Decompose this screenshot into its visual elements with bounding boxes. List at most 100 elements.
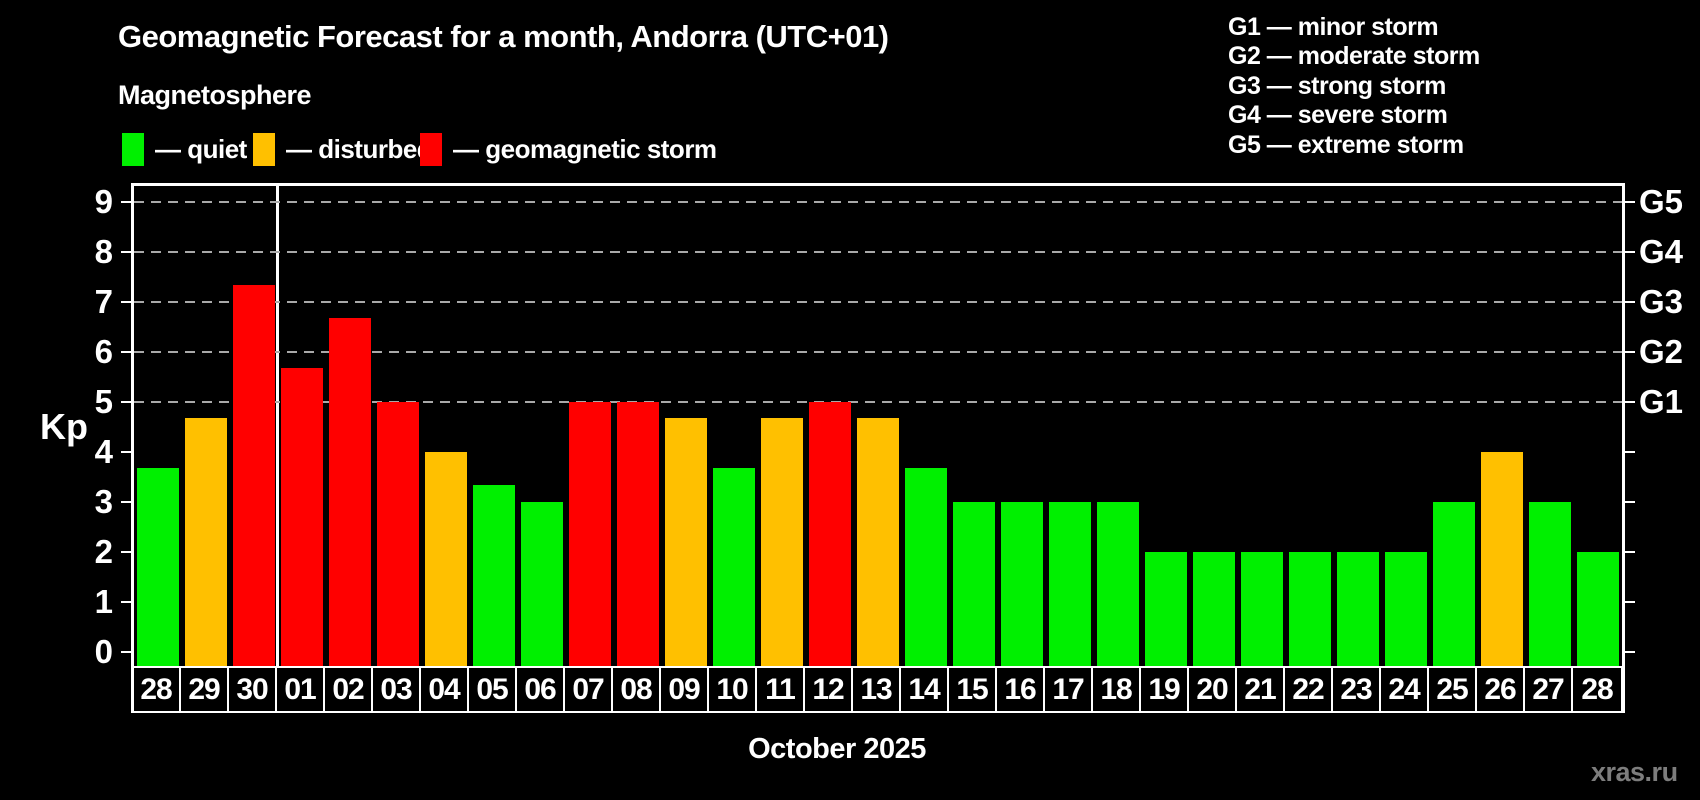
y-tick-right xyxy=(1625,250,1635,253)
legend-item-disturbed: — disturbed xyxy=(253,131,433,167)
x-axis-title: October 2025 xyxy=(748,733,926,765)
y-tick-right xyxy=(1625,400,1635,403)
grid-line-kp5 xyxy=(134,400,1622,403)
y-tick-left xyxy=(121,250,131,253)
day-label-box: 30 xyxy=(229,668,277,711)
legend-item-label: — quiet xyxy=(155,133,247,164)
kp-bar-day-14 xyxy=(905,468,947,668)
chart-subtitle: Magnetosphere xyxy=(118,80,312,110)
day-label-box: 26 xyxy=(1477,668,1525,711)
day-label-box: 07 xyxy=(565,668,613,711)
kp-bar-day-28 xyxy=(137,468,179,668)
plot-area xyxy=(134,186,1622,668)
day-label-box: 19 xyxy=(1141,668,1189,711)
kp-bar-day-29 xyxy=(185,418,227,668)
y-tick-right xyxy=(1625,200,1635,203)
plot-frame-top xyxy=(131,183,1625,186)
day-label-box: 20 xyxy=(1189,668,1237,711)
day-label-box: 09 xyxy=(661,668,709,711)
kp-bar-day-27 xyxy=(1529,501,1571,668)
kp-bar-day-12 xyxy=(809,401,851,668)
page-title: Geomagnetic Forecast for a month, Andorr… xyxy=(118,19,889,54)
g-scale-legend: G1 — minor storm G2 — moderate storm G3 — … xyxy=(1228,13,1480,160)
y-tick-right xyxy=(1625,600,1635,603)
day-label-box: 28 xyxy=(1581,673,1613,706)
y-axis-title: Kp xyxy=(40,406,88,447)
kp-bar-day-16 xyxy=(1001,501,1043,668)
y-tick-left xyxy=(121,450,131,453)
y-axis-line xyxy=(131,183,134,713)
grid-line-kp7 xyxy=(134,300,1622,303)
day-label-box: 01 xyxy=(277,668,325,711)
y-tick-label-8: 8 xyxy=(94,232,113,270)
day-label-box: 08 xyxy=(613,668,661,711)
day-label-box: 04 xyxy=(421,668,469,711)
kp-bar-day-04 xyxy=(425,451,467,668)
kp-bar-day-19 xyxy=(1145,551,1187,668)
kp-bar-day-09 xyxy=(665,418,707,668)
kp-bar-day-18 xyxy=(1097,501,1139,668)
day-label-box: 16 xyxy=(997,668,1045,711)
y-tick-left xyxy=(121,500,131,503)
storm-color-swatch xyxy=(420,132,442,166)
grid-line-kp8 xyxy=(134,250,1622,253)
legend-item-label: — geomagnetic storm xyxy=(453,133,717,164)
day-label-box: 11 xyxy=(757,668,805,711)
y-tick-label-1: 1 xyxy=(94,582,113,620)
g-level-label-G1: G1 xyxy=(1639,382,1684,420)
y-tick-label-7: 7 xyxy=(94,282,113,320)
y-tick-label-6: 6 xyxy=(94,332,113,370)
day-label-box: 15 xyxy=(949,668,997,711)
g-level-label-G3: G3 xyxy=(1639,282,1684,320)
y-tick-label-4: 4 xyxy=(94,432,113,470)
legend-item-storm: — geomagnetic storm xyxy=(420,131,717,167)
kp-bar-day-28 xyxy=(1577,551,1619,668)
day-label-box: 12 xyxy=(805,668,853,711)
kp-bar-day-11 xyxy=(761,418,803,668)
grid-line-kp6 xyxy=(134,350,1622,353)
g-level-label-G5: G5 xyxy=(1639,182,1684,220)
y-tick-left xyxy=(121,300,131,303)
kp-bar-day-07 xyxy=(569,401,611,668)
kp-bar-day-02 xyxy=(329,318,371,668)
kp-bar-day-15 xyxy=(953,501,995,668)
right-axis-line xyxy=(1622,183,1625,713)
day-label-box: 28 xyxy=(133,668,181,711)
day-label-box: 14 xyxy=(901,668,949,711)
y-tick-left xyxy=(121,400,131,403)
y-tick-left xyxy=(121,200,131,203)
kp-bar-day-17 xyxy=(1049,501,1091,668)
day-label-box: 03 xyxy=(373,668,421,711)
month-separator-line xyxy=(276,186,279,668)
grid-line-kp9 xyxy=(134,200,1622,203)
day-label-box: 29 xyxy=(181,668,229,711)
kp-bar-day-24 xyxy=(1385,551,1427,668)
day-label-box: 24 xyxy=(1381,668,1429,711)
day-label-box: 10 xyxy=(709,668,757,711)
y-tick-left xyxy=(121,600,131,603)
y-tick-right xyxy=(1625,300,1635,303)
y-tick-right xyxy=(1625,650,1635,653)
y-tick-right xyxy=(1625,500,1635,503)
day-label-box: 25 xyxy=(1429,668,1477,711)
kp-bar-day-25 xyxy=(1433,501,1475,668)
y-tick-left xyxy=(121,650,131,653)
kp-bar-day-05 xyxy=(473,485,515,668)
y-tick-right xyxy=(1625,550,1635,553)
legend-item-quiet: — quiet xyxy=(122,131,247,167)
day-label-box: 17 xyxy=(1045,668,1093,711)
y-tick-left xyxy=(121,350,131,353)
kp-bar-day-08 xyxy=(617,401,659,668)
day-label-box: 13 xyxy=(853,668,901,711)
y-tick-left xyxy=(121,550,131,553)
quiet-color-swatch xyxy=(122,132,144,166)
kp-bar-day-06 xyxy=(521,501,563,668)
y-tick-label-2: 2 xyxy=(94,532,113,570)
day-label-box: 27 xyxy=(1525,668,1573,711)
g-level-label-G2: G2 xyxy=(1639,332,1684,370)
kp-bar-day-26 xyxy=(1481,451,1523,668)
day-label-box: 23 xyxy=(1333,668,1381,711)
kp-bar-day-10 xyxy=(713,468,755,668)
day-label-box: 22 xyxy=(1285,668,1333,711)
